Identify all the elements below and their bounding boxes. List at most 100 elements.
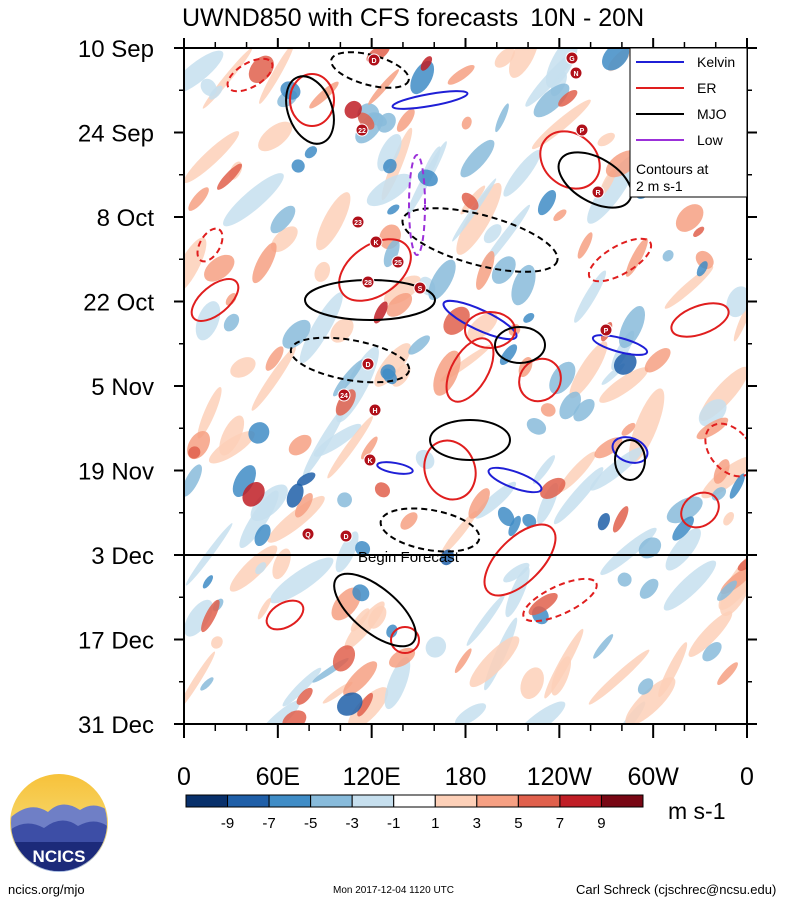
field-cell: [337, 692, 363, 716]
storm-marker-label: 28: [364, 280, 372, 287]
field-cell: [702, 642, 722, 662]
storm-marker-label: D: [365, 362, 370, 369]
field-cell: [330, 318, 354, 343]
field-cell: [373, 301, 388, 324]
field-cell: [508, 515, 521, 537]
x-tick-label: 0: [177, 763, 191, 791]
contour-er: [464, 311, 516, 349]
field-cell: [618, 306, 646, 349]
colorbar-swatch: [476, 794, 519, 808]
field-cell: [617, 572, 632, 587]
contour-mjo: [401, 207, 559, 273]
storm-marker: 22: [355, 123, 369, 137]
logo-text: NCICS: [33, 847, 86, 866]
storm-marker-label: R: [595, 190, 600, 197]
storm-marker-label: H: [372, 408, 377, 415]
field-cell: [717, 662, 738, 685]
field-cell: [382, 368, 397, 385]
field-cell: [553, 209, 567, 222]
colorbar-swatch: [185, 794, 229, 808]
field-cell: [525, 50, 577, 107]
field-cell: [505, 566, 530, 618]
field-cell: [468, 488, 490, 519]
field-cell: [447, 64, 475, 85]
field-cell: [333, 359, 364, 397]
x-tick-label: 120E: [342, 763, 400, 791]
field-cell: [316, 192, 351, 251]
field-cell: [251, 346, 296, 411]
contour-er: [226, 57, 274, 93]
field-cell: [304, 146, 318, 159]
legend-label-mjo: MJO: [697, 106, 727, 122]
field-cell: [291, 159, 305, 173]
field-cell: [219, 415, 245, 456]
colorbar: -9 -7 -5 -3 -1 1 3 5 7 9: [185, 794, 644, 832]
field-cell: [344, 601, 385, 650]
storm-marker-label: 24: [340, 393, 348, 400]
field-cell: [544, 628, 584, 699]
field-cell: [344, 100, 362, 119]
field-cell: [377, 133, 402, 172]
field-cell: [314, 261, 331, 282]
colorbar-swatch: [517, 794, 561, 808]
field-cell: [211, 636, 223, 649]
field-cell: [454, 703, 487, 724]
field-cell: [288, 434, 312, 456]
field-cell: [664, 266, 714, 309]
begin-forecast-label: Begin Forecast: [358, 549, 460, 566]
field-cell: [410, 60, 435, 95]
legend-label-er: ER: [697, 80, 716, 96]
colorbar-swatch: [351, 794, 395, 808]
field-cell: [239, 490, 279, 549]
field-cell: [269, 557, 334, 604]
storm-marker: G: [565, 51, 579, 65]
colorbar-swatch: [559, 794, 602, 808]
field-cell: [612, 506, 629, 533]
chart-title: UWND850 with CFS forecasts 10N - 20N: [182, 4, 644, 32]
field-cell: [599, 367, 649, 403]
field-cell: [184, 464, 202, 497]
contour-mjo: [333, 572, 417, 648]
storm-marker: D: [339, 529, 353, 543]
field-cell: [696, 261, 708, 277]
storm-marker-label: 25: [394, 260, 402, 267]
colorbar-label: -7: [262, 815, 275, 832]
field-cell: [533, 83, 570, 118]
storm-marker: N: [569, 66, 583, 80]
field-cell: [574, 270, 607, 323]
field-cell: [625, 677, 676, 724]
legend: Kelvin ER MJO Low Contours at 2 m s-1: [629, 47, 748, 198]
legend-label-low: Low: [697, 132, 724, 148]
storm-marker: Q: [301, 527, 315, 541]
field-cell: [503, 562, 530, 583]
contour-er: [338, 238, 412, 302]
field-cell: [337, 492, 352, 508]
field-cell: [200, 78, 217, 97]
colorbar-label: 3: [473, 815, 481, 832]
field-cell: [335, 531, 359, 573]
contour-er: [704, 422, 747, 478]
field-cell: [257, 598, 271, 620]
colorbar-label: 7: [556, 815, 564, 832]
field-cell: [639, 578, 659, 599]
y-tick-label: 31 Dec: [78, 712, 154, 739]
field-cell: [282, 667, 322, 707]
field-cell: [248, 422, 270, 444]
colorbar-label: -9: [221, 815, 234, 832]
colorbar-label: 9: [597, 815, 605, 832]
storm-marker-label: 23: [354, 220, 362, 227]
field-cell: [597, 513, 610, 531]
field-cell: [383, 158, 397, 174]
field-cell: [675, 204, 704, 232]
field-cell: [509, 48, 539, 78]
field-cell: [296, 472, 316, 486]
field-cell: [188, 187, 209, 211]
contour-kelvin: [591, 334, 649, 356]
field-cell: [355, 541, 371, 557]
field-cell: [621, 422, 636, 436]
footer-website[interactable]: ncics.org/mjo: [8, 882, 85, 897]
field-cell: [533, 455, 556, 484]
field-cell: [229, 545, 278, 592]
field-cell: [461, 192, 479, 211]
contour-kelvin: [442, 299, 518, 341]
